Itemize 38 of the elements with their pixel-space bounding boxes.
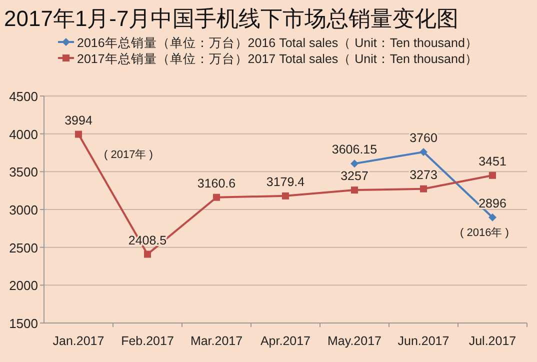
x-tick-label: Jun.2017 bbox=[398, 334, 450, 348]
point bbox=[420, 185, 427, 192]
point bbox=[350, 160, 358, 168]
x-tick-label: Mar.2017 bbox=[190, 334, 243, 348]
y-tick-label: 1500 bbox=[9, 316, 38, 331]
data-label: 3451 bbox=[478, 154, 506, 168]
data-label: 2896 bbox=[478, 196, 506, 210]
point bbox=[351, 186, 358, 194]
point bbox=[282, 192, 289, 200]
title: 2017年1月-7月中国手机线下市场总销量变化图 bbox=[4, 6, 459, 31]
y-tick-label: 2500 bbox=[9, 240, 38, 256]
point bbox=[144, 250, 151, 258]
annotation: ( 2016年 ) bbox=[460, 227, 509, 239]
y-tick-label: 4000 bbox=[9, 126, 38, 142]
data-label: 3160.6 bbox=[197, 176, 236, 190]
point bbox=[420, 148, 428, 156]
y-tick-label: 2000 bbox=[9, 278, 38, 294]
x-tick-label: Jul.2017 bbox=[468, 334, 516, 348]
y-tick-label: 3000 bbox=[9, 202, 38, 218]
data-label: 3179.4 bbox=[266, 174, 305, 189]
data-label: 3606.15 bbox=[332, 142, 378, 157]
x-tick-label: Jan.2017 bbox=[52, 334, 104, 348]
data-label: 3273 bbox=[410, 168, 438, 182]
point bbox=[489, 172, 496, 179]
x-tick-label: Feb.2017 bbox=[121, 334, 174, 348]
point bbox=[75, 130, 82, 138]
annotation: ( 2017年 ) bbox=[104, 149, 153, 161]
x-tick-label: May.2017 bbox=[328, 334, 382, 348]
legend-label: 2017年总销量（单位：万台）2017 Total sales（ Unit：Ten thousand） bbox=[77, 52, 478, 66]
legend-label: 2016年总销量（单位：万台）2016 Total sales（ Unit：Ten thousand） bbox=[77, 36, 478, 50]
data-label: 3994 bbox=[64, 113, 92, 128]
data-label: 3760 bbox=[410, 130, 438, 145]
point bbox=[213, 194, 220, 201]
x-tick-label: Apr.2017 bbox=[260, 334, 311, 348]
data-label: 3257 bbox=[340, 169, 368, 184]
y-tick-label: 4500 bbox=[9, 89, 38, 104]
y-tick-label: 3500 bbox=[9, 164, 38, 180]
point bbox=[488, 213, 496, 222]
